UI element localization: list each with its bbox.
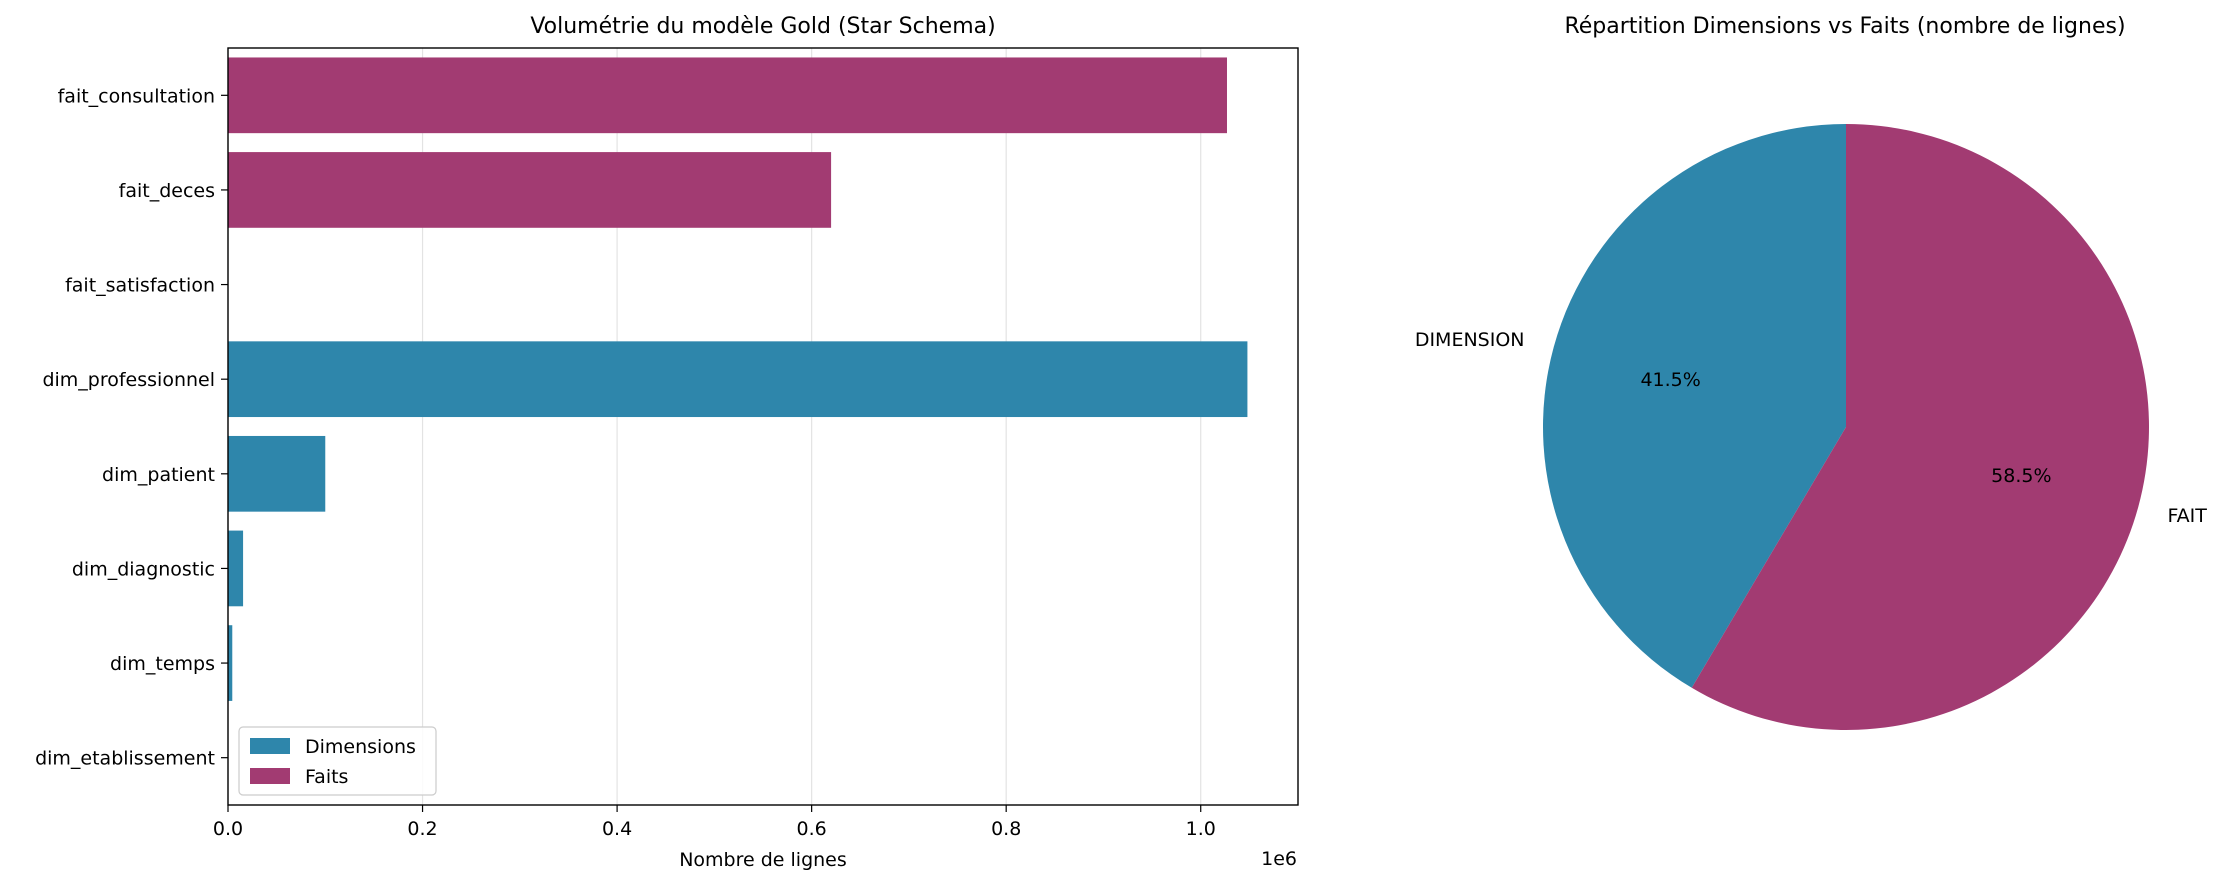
pie-chart-title: Répartition Dimensions vs Faits (nombre … bbox=[1564, 14, 2125, 39]
x-tick-label: 0.4 bbox=[602, 818, 632, 840]
legend-label: Faits bbox=[305, 766, 348, 788]
pie-percent-label: 58.5% bbox=[1991, 465, 2051, 487]
bar-dim-diagnostic bbox=[228, 530, 244, 607]
y-tick-label: fait_satisfaction bbox=[65, 275, 215, 297]
x-axis-offset-label: 1e6 bbox=[1261, 848, 1297, 870]
legend-swatch bbox=[250, 768, 290, 784]
bars bbox=[228, 57, 1248, 796]
pie-slices bbox=[1542, 124, 2149, 730]
pie-category-label: FAIT bbox=[2167, 505, 2207, 527]
y-tick-label: dim_diagnostic bbox=[72, 558, 215, 580]
pie-slice-fait bbox=[1691, 124, 2149, 730]
y-tick-label: dim_temps bbox=[110, 653, 215, 675]
x-axis-ticks: 0.0 0.2 0.4 0.6 0.8 1.0 bbox=[213, 805, 1216, 840]
x-tick-label: 0.0 bbox=[213, 818, 243, 840]
bar-dim-professionnel bbox=[228, 341, 1248, 418]
x-tick-label: 0.8 bbox=[991, 818, 1021, 840]
y-tick-label: dim_etablissement bbox=[35, 748, 215, 770]
pie-percent-label: 41.5% bbox=[1640, 369, 1700, 391]
pie-chart: Répartition Dimensions vs Faits (nombre … bbox=[1415, 14, 2207, 730]
x-tick-label: 1.0 bbox=[1186, 818, 1216, 840]
pie-category-label: DIMENSION bbox=[1415, 329, 1525, 351]
y-tick-label: fait_consultation bbox=[58, 85, 215, 107]
y-axis-ticks: fait_consultation fait_deces fait_satisfac… bbox=[35, 85, 228, 770]
bar-dim-patient bbox=[228, 435, 326, 512]
bar-fait-consultation bbox=[228, 57, 1227, 134]
bar-dim-temps bbox=[228, 625, 233, 701]
y-tick-label: fait_deces bbox=[119, 180, 215, 202]
bar-fait-deces bbox=[228, 152, 832, 228]
x-tick-label: 0.2 bbox=[407, 818, 437, 840]
y-tick-label: dim_professionnel bbox=[42, 369, 215, 391]
legend: Dimensions Faits bbox=[238, 726, 437, 796]
legend-label: Dimensions bbox=[305, 736, 416, 758]
bar-chart-title: Volumétrie du modèle Gold (Star Schema) bbox=[530, 14, 995, 39]
y-tick-label: dim_patient bbox=[102, 464, 215, 486]
plot-frame bbox=[227, 47, 1299, 806]
x-axis-label: Nombre de lignes bbox=[679, 849, 847, 871]
legend-swatch bbox=[250, 738, 290, 754]
x-tick-label: 0.6 bbox=[797, 818, 827, 840]
pie-labels: 41.5% DIMENSION 58.5% FAIT bbox=[1415, 329, 2207, 527]
pie-slice-dimension bbox=[1542, 124, 1846, 688]
bar-chart: Volumétrie du modèle Gold (Star Schema) … bbox=[35, 14, 1299, 871]
